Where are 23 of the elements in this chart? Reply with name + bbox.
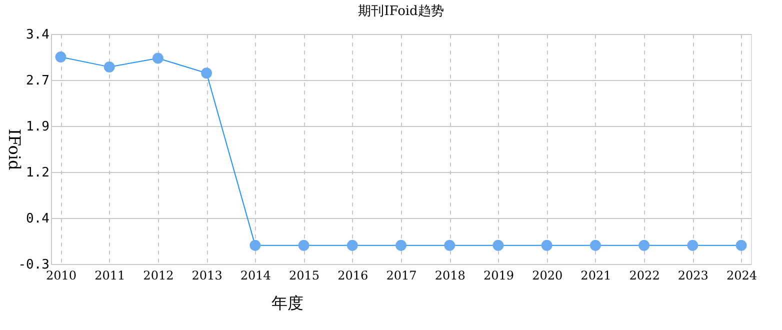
x-tick-label: 2024 [726,268,758,282]
x-tick-label: 2023 [678,268,708,282]
y-tick-label: 2.7 [26,74,50,88]
x-tick-label: 2016 [338,268,368,282]
x-tick-label: 2010 [46,268,76,282]
y-tick-label: 3.4 [26,28,50,42]
chart-title: 期刊IFoid趋势 [358,4,444,19]
x-tick-label: 2015 [289,268,320,282]
x-tick-label: 2021 [580,268,612,282]
x-tick-label: 2020 [532,268,563,282]
x-axis-title: 年度 [272,294,304,312]
x-tick-label: 2017 [386,268,417,282]
y-tick-label: 1.9 [26,120,50,134]
x-tick-label: 2014 [240,268,272,282]
x-tick-label: 2018 [434,268,466,282]
x-tick-label: 2022 [629,268,660,282]
y-axis-title: IFoid [5,128,24,170]
y-tick-label: 1.2 [26,166,50,180]
x-tick-label: 2013 [192,268,222,282]
x-tick-label: 2011 [94,268,126,282]
x-tick-label: 2019 [483,268,514,282]
y-tick-label: 0.4 [26,212,50,226]
x-tick-label: 2012 [143,268,174,282]
